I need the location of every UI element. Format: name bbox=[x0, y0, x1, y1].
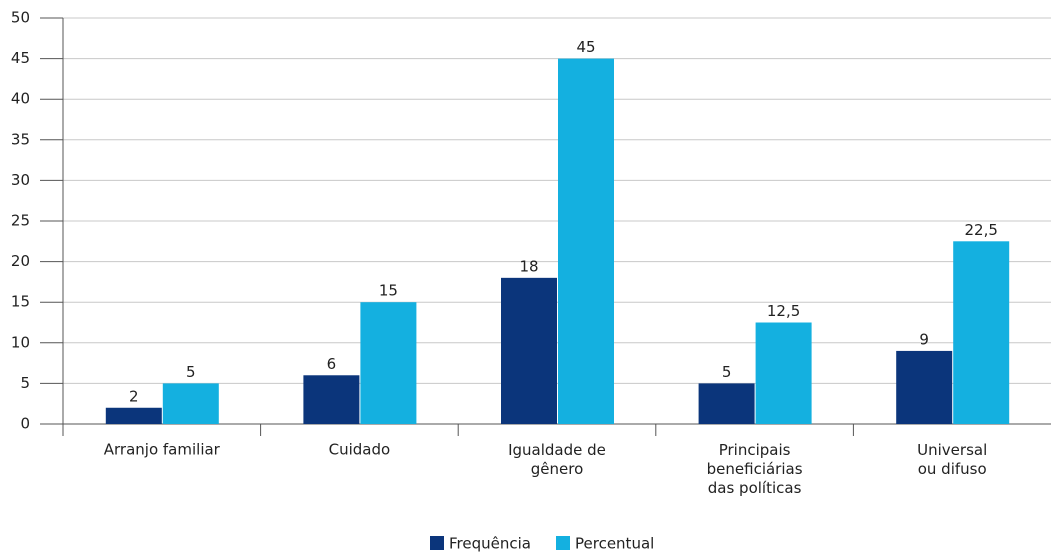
x-tick-label: Cuidado bbox=[329, 441, 391, 459]
value-label: 6 bbox=[327, 355, 337, 373]
bar bbox=[105, 407, 162, 424]
value-label: 5 bbox=[722, 363, 732, 381]
value-label: 9 bbox=[919, 330, 929, 348]
value-label: 2 bbox=[129, 387, 139, 405]
legend-label: Frequência bbox=[449, 535, 531, 552]
y-tick-label: 45 bbox=[11, 49, 30, 67]
value-label: 15 bbox=[379, 282, 398, 300]
y-tick-label: 25 bbox=[11, 212, 30, 230]
y-tick-label: 50 bbox=[11, 9, 30, 27]
bar bbox=[953, 241, 1010, 424]
y-tick-label: 15 bbox=[11, 293, 30, 311]
value-label: 5 bbox=[186, 363, 196, 381]
x-tick-label: Universal ou difuso bbox=[917, 441, 987, 478]
y-tick-label: 20 bbox=[11, 252, 30, 270]
y-tick-label: 0 bbox=[20, 415, 30, 433]
bar bbox=[501, 277, 557, 424]
bar bbox=[755, 322, 812, 424]
legend-swatch bbox=[430, 536, 444, 550]
y-tick-label: 30 bbox=[11, 171, 30, 189]
value-label: 45 bbox=[576, 38, 595, 56]
bar bbox=[303, 375, 360, 424]
legend-label: Percentual bbox=[575, 535, 654, 552]
x-tick-label: Igualdade de gênero bbox=[508, 441, 606, 478]
value-label: 12,5 bbox=[767, 302, 800, 320]
x-tick-label: Arranjo familiar bbox=[104, 441, 221, 459]
bar bbox=[896, 350, 953, 424]
y-tick-label: 10 bbox=[11, 333, 30, 351]
x-tick-label: Principais beneficiárias das políticas bbox=[707, 441, 803, 497]
value-label: 18 bbox=[519, 257, 538, 275]
legend-swatch bbox=[556, 536, 570, 550]
bar bbox=[162, 383, 219, 424]
y-tick-label: 40 bbox=[11, 90, 30, 108]
y-tick-label: 35 bbox=[11, 130, 30, 148]
y-tick-label: 5 bbox=[20, 374, 30, 392]
bar bbox=[698, 383, 755, 424]
bar bbox=[360, 302, 417, 424]
bar bbox=[558, 58, 614, 424]
value-label: 22,5 bbox=[964, 221, 997, 239]
